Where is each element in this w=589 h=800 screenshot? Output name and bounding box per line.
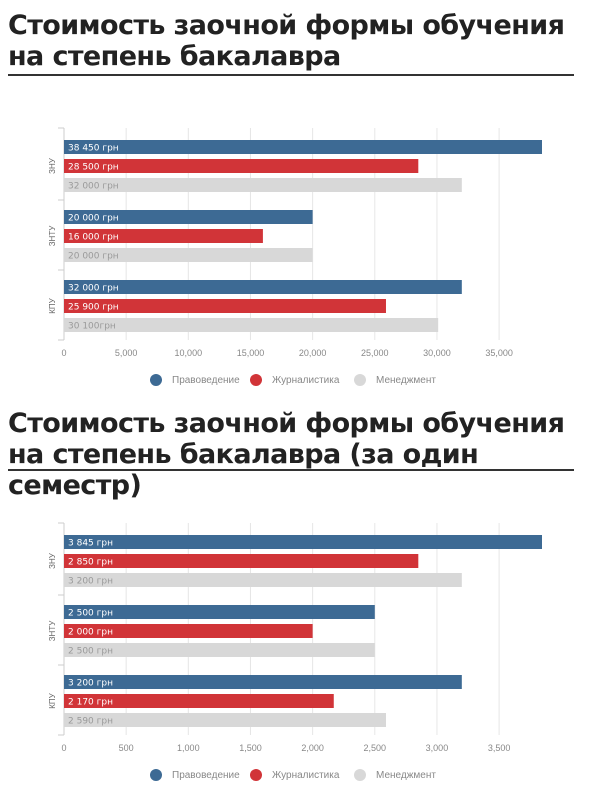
legend-dot-icon [250,769,262,781]
bar-value-label: 16 000 грн [68,233,119,243]
legend-dot-icon [250,374,262,386]
legend-label: Правоведение [172,769,240,781]
bar-chart-total: ЗНУ 38 450 грн 28 500 грн 32 000 грн ЗНТУ 20 … [48,127,542,358]
bar [64,675,462,689]
bar [64,573,462,587]
legend-label: Журналистика [272,374,340,386]
bar-value-label: 3 200 грн [68,577,113,587]
bar [64,318,439,332]
bar [64,694,334,708]
legend-dot-icon [150,374,162,386]
legend-total: Правоведение Журналистика Менеджмент [0,372,589,388]
bar [64,713,386,727]
legend-item-law: Правоведение [150,767,240,783]
x-tick-label: 2,500 [364,743,387,753]
bar [64,140,542,154]
x-tick-label: 35,000 [485,348,513,358]
legend-item-journalism: Журналистика [250,767,339,783]
legend-item-management: Менеджмент [354,372,436,388]
legend-dot-icon [354,769,366,781]
bar-value-label: 32 000 грн [68,182,119,192]
x-tick-label: 10,000 [175,348,203,358]
legend-dot-icon [354,374,366,386]
bar [64,643,375,657]
bar-chart-semester: ЗНУ 3 845 грн 2 850 грн 3 200 грн ЗНТУ 2 500 … [48,522,542,753]
legend-label: Менеджмент [376,769,436,781]
x-tick-label: 25,000 [361,348,389,358]
bar-value-label: 30 100грн [68,322,116,332]
bar-value-label: 20 000 грн [68,214,119,224]
legend-label: Правоведение [172,374,240,386]
category-label: КПУ [48,297,57,313]
bar [64,299,386,313]
bar [64,605,375,619]
x-tick-label: 1,500 [239,743,262,753]
bar-value-label: 2 590 грн [68,717,113,727]
legend-item-journalism: Журналистика [250,372,339,388]
bar-value-label: 2 850 грн [68,558,113,568]
bar-value-label: 3 200 грн [68,679,113,689]
x-tick-label: 3,500 [488,743,511,753]
bar-value-label: 3 845 грн [68,539,113,549]
legend-label: Журналистика [272,769,340,781]
x-tick-label: 2,000 [301,743,324,753]
legend-semester: Правоведение Журналистика Менеджмент [0,767,589,783]
category-label: ЗНУ [48,157,57,174]
x-tick-label: 20,000 [299,348,327,358]
category-label: ЗНУ [48,552,57,569]
bar [64,624,313,638]
chart-title-semester: Стоимость заочной формы обучения на степ… [8,408,565,501]
x-tick-label: 30,000 [423,348,451,358]
x-tick-label: 3,000 [426,743,449,753]
bar-value-label: 38 450 грн [68,144,119,154]
category-label: ЗНТУ [48,225,57,246]
bar-value-label: 25 900 грн [68,303,119,313]
legend-dot-icon [150,769,162,781]
bar [64,178,462,192]
bar-value-label: 28 500 грн [68,163,119,173]
bar [64,535,542,549]
x-tick-label: 500 [119,743,134,753]
bar [64,248,313,262]
legend-label: Менеджмент [376,374,436,386]
chart-title-total: Стоимость заочной формы обучения на степ… [8,10,565,72]
category-label: ЗНТУ [48,620,57,641]
bar-value-label: 2 500 грн [68,647,113,657]
bar [64,280,462,294]
bar [64,229,263,243]
category-label: КПУ [48,692,57,708]
x-tick-label: 0 [61,743,66,753]
bar-value-label: 2 000 грн [68,628,113,638]
legend-item-law: Правоведение [150,372,240,388]
bar-value-label: 32 000 грн [68,284,119,294]
bar [64,554,419,568]
x-tick-label: 5,000 [115,348,138,358]
bar-value-label: 20 000 грн [68,252,119,262]
x-tick-label: 15,000 [237,348,265,358]
legend-item-management: Менеджмент [354,767,436,783]
title-underline [8,469,574,471]
bar-value-label: 2 170 грн [68,698,113,708]
bar [64,210,313,224]
bar [64,159,419,173]
bar-value-label: 2 500 грн [68,609,113,619]
title-underline [8,74,574,76]
x-tick-label: 0 [61,348,66,358]
x-tick-label: 1,000 [177,743,200,753]
